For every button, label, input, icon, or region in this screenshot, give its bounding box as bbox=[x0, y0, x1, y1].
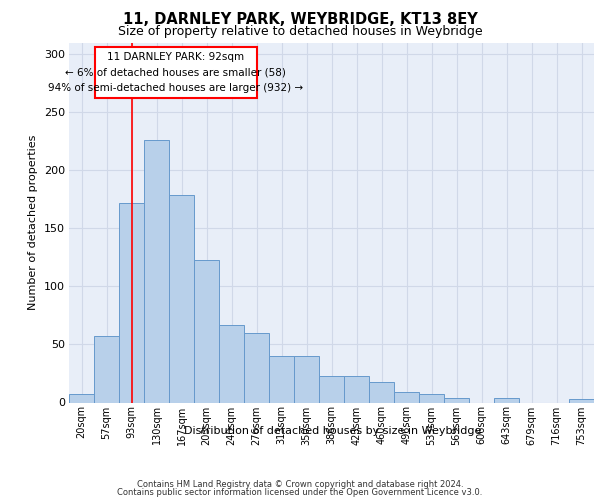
Bar bbox=[569, 399, 594, 402]
Bar bbox=[494, 398, 519, 402]
Text: Contains public sector information licensed under the Open Government Licence v3: Contains public sector information licen… bbox=[118, 488, 482, 497]
Bar bbox=[119, 203, 144, 402]
Bar bbox=[269, 356, 294, 403]
Y-axis label: Number of detached properties: Number of detached properties bbox=[28, 135, 38, 310]
Bar bbox=[95, 47, 257, 98]
Text: 11, DARNLEY PARK, WEYBRIDGE, KT13 8EY: 11, DARNLEY PARK, WEYBRIDGE, KT13 8EY bbox=[122, 12, 478, 28]
Bar bbox=[319, 376, 344, 402]
Bar bbox=[394, 392, 419, 402]
Text: Size of property relative to detached houses in Weybridge: Size of property relative to detached ho… bbox=[118, 25, 482, 38]
Bar bbox=[194, 260, 219, 402]
Bar bbox=[344, 376, 369, 402]
Bar bbox=[244, 333, 269, 402]
Text: Contains HM Land Registry data © Crown copyright and database right 2024.: Contains HM Land Registry data © Crown c… bbox=[137, 480, 463, 489]
Text: Distribution of detached houses by size in Weybridge: Distribution of detached houses by size … bbox=[184, 426, 482, 436]
Bar bbox=[369, 382, 394, 402]
Bar bbox=[169, 194, 194, 402]
Bar bbox=[444, 398, 469, 402]
Bar bbox=[144, 140, 169, 402]
Bar bbox=[69, 394, 94, 402]
Bar bbox=[94, 336, 119, 402]
Bar bbox=[419, 394, 444, 402]
Bar bbox=[219, 324, 244, 402]
Bar bbox=[294, 356, 319, 403]
Text: 11 DARNLEY PARK: 92sqm
← 6% of detached houses are smaller (58)
94% of semi-deta: 11 DARNLEY PARK: 92sqm ← 6% of detached … bbox=[48, 52, 304, 94]
